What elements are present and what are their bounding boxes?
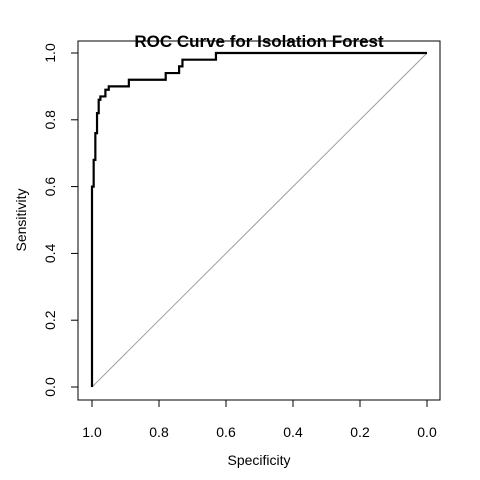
x-tick-label: 0.4	[283, 424, 303, 440]
chart-title: ROC Curve for Isolation Forest	[134, 32, 384, 51]
y-tick-label: 0.6	[42, 177, 58, 197]
x-axis-label: Specificity	[227, 452, 290, 468]
y-tick-label: 0.2	[42, 310, 58, 330]
y-tick-label: 0.8	[42, 110, 58, 130]
y-axis-label: Sensitivity	[13, 188, 29, 251]
x-tick-label: 0.6	[216, 424, 236, 440]
reference-diagonal-group	[91, 52, 428, 388]
y-axis: 0.0 0.2 0.4 0.6 0.8 1.0	[42, 43, 79, 397]
x-tick-label: 1.0	[82, 424, 102, 440]
roc-curve-line	[90, 51, 427, 387]
roc-curve-group	[90, 51, 427, 387]
reference-diagonal-line	[91, 52, 428, 388]
x-tick-label: 0.0	[417, 424, 437, 440]
x-tick-label: 0.8	[149, 424, 169, 440]
x-tick-label: 0.2	[350, 424, 370, 440]
x-axis: 1.0 0.8 0.6 0.4 0.2 0.0	[82, 399, 437, 440]
y-tick-label: 0.0	[42, 377, 58, 397]
plot-frame	[77, 40, 441, 401]
y-tick-label: 0.4	[42, 243, 58, 263]
y-tick-label: 1.0	[42, 43, 58, 63]
